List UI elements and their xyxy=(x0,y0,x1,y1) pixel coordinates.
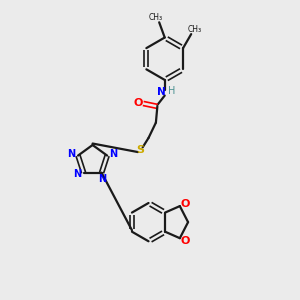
Text: N: N xyxy=(110,149,118,159)
Text: CH₃: CH₃ xyxy=(148,13,163,22)
Text: O: O xyxy=(180,199,190,209)
Text: H: H xyxy=(167,85,175,95)
Text: O: O xyxy=(133,98,142,108)
Text: O: O xyxy=(180,236,190,245)
Text: N: N xyxy=(157,87,165,97)
Text: CH₃: CH₃ xyxy=(188,25,202,34)
Text: N: N xyxy=(68,149,76,159)
Text: S: S xyxy=(136,145,144,155)
Text: N: N xyxy=(98,174,106,184)
Text: N: N xyxy=(73,169,81,179)
